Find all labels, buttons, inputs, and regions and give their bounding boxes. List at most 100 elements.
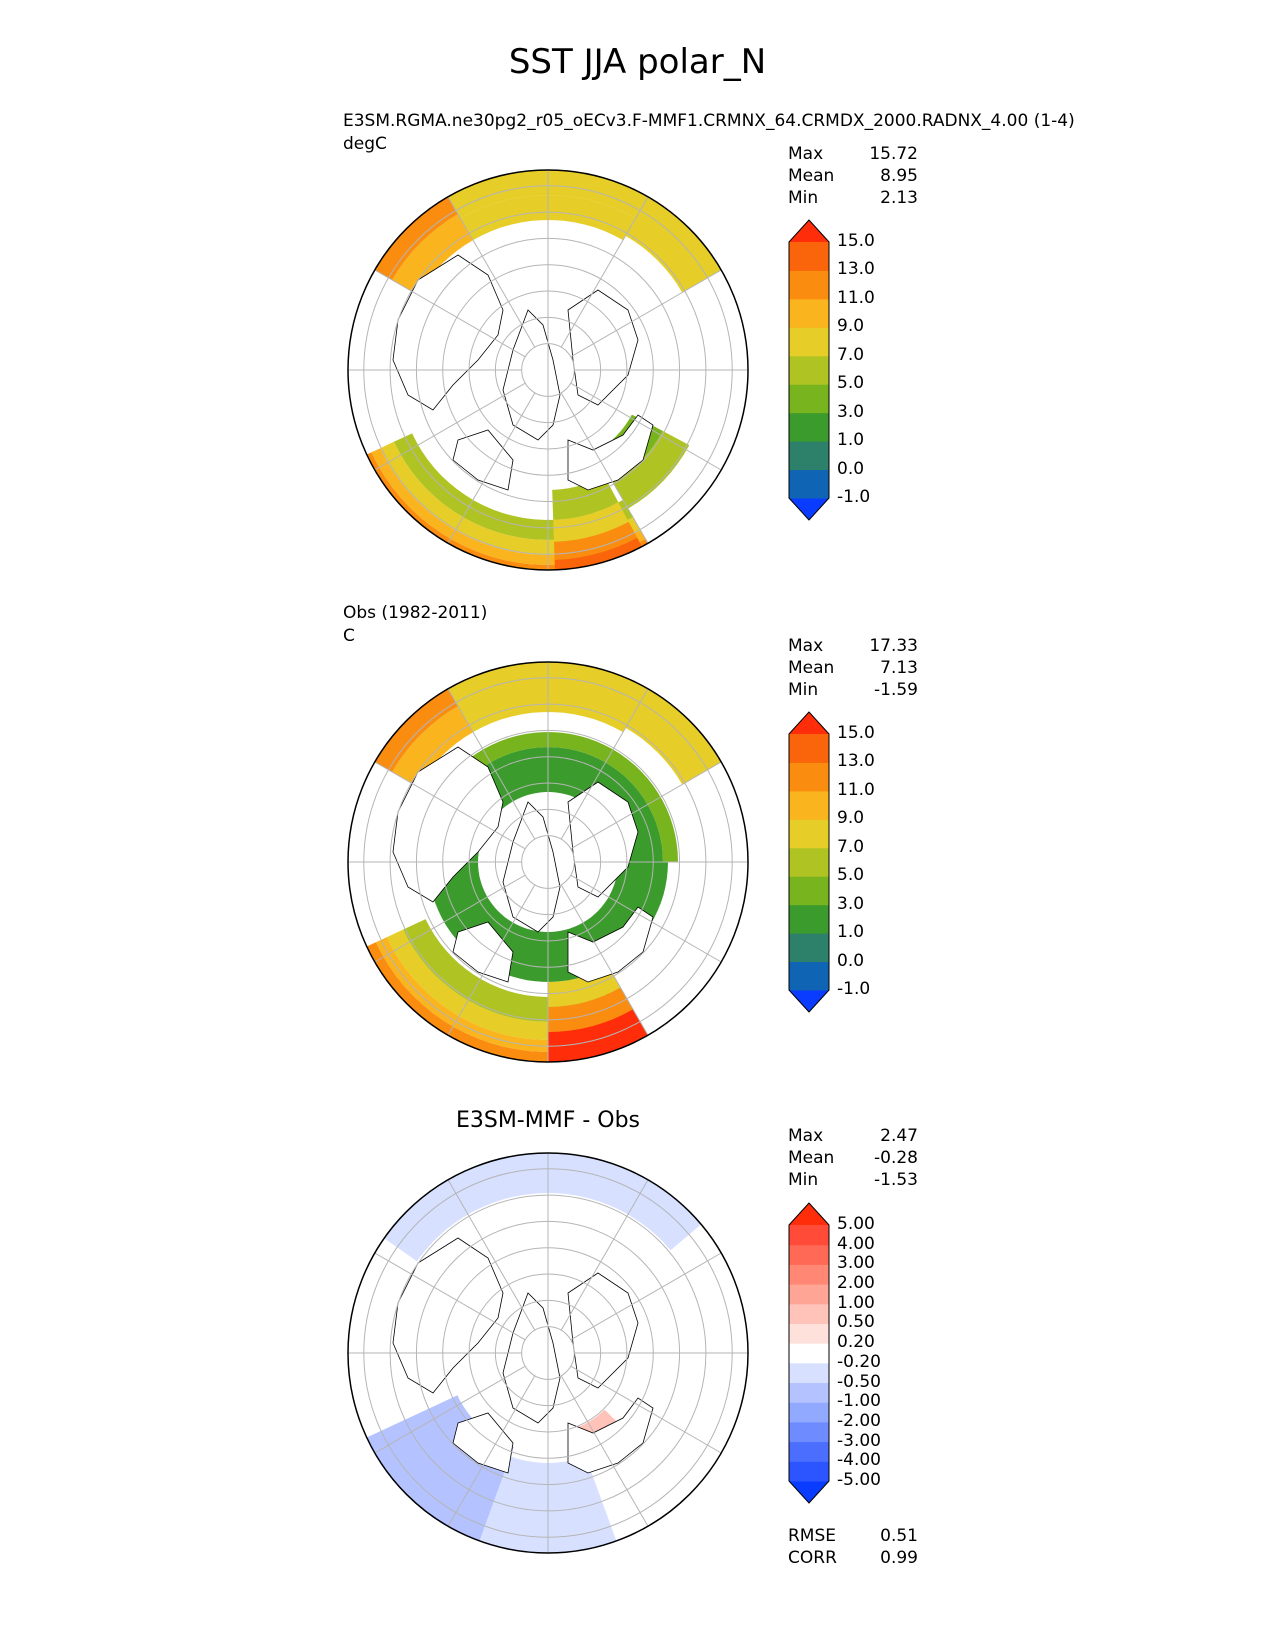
- sst-field-band: [548, 987, 633, 1032]
- meridian-gridline: [560, 392, 649, 544]
- colorbar-tick-label: 15.0: [837, 723, 875, 743]
- stat-label: Mean: [788, 166, 835, 186]
- colorbar-tick-label: 0.0: [837, 950, 865, 971]
- colorbar-tick-label: 13.0: [837, 751, 875, 772]
- sst-field-band: [554, 521, 638, 560]
- map-boundary: [347, 169, 749, 571]
- colorbar-extend-bottom: [789, 1481, 829, 1503]
- colorbar-tick-label: 1.0: [837, 922, 865, 943]
- stat-min: Min 2.13: [788, 187, 918, 209]
- stat-label: Max: [788, 1126, 824, 1146]
- colorbar-tick-label: 2.00: [837, 1273, 875, 1294]
- meridian-gridline: [570, 1365, 722, 1454]
- colorbar-swatch: [789, 876, 829, 906]
- stat-value: 17.33: [869, 636, 918, 656]
- meridian-gridline: [374, 761, 526, 850]
- sst-field-band: [384, 1153, 702, 1262]
- colorbar-swatch: [789, 355, 829, 385]
- colorbar-tick-label: 1.00: [837, 1292, 875, 1313]
- meridian-gridline: [570, 874, 722, 963]
- sst-field-band: [554, 537, 642, 570]
- sst-field-band: [374, 196, 458, 280]
- test-units: degC: [343, 134, 387, 154]
- colorbar-tick-label: -1.0: [837, 979, 871, 999]
- stat-value: -1.59: [874, 680, 918, 700]
- meridian-gridline: [447, 392, 536, 544]
- colorbar-tick-label: -1.0: [837, 487, 871, 507]
- stat-max: Max 15.72: [788, 143, 918, 165]
- diff-stats: Max 2.47 Mean -0.28 Min -1.53: [788, 1125, 918, 1191]
- colorbar-tick-label: 3.0: [837, 893, 865, 914]
- stat-label: Min: [788, 1170, 819, 1190]
- colorbar-swatch: [789, 1441, 829, 1462]
- meridian-gridline: [447, 884, 536, 1036]
- meridian-gridline: [560, 688, 649, 840]
- stat-value: 2.13: [880, 188, 918, 208]
- land-outline: [452, 429, 514, 491]
- sst-field-band: [548, 1009, 648, 1062]
- colorbar-swatch: [789, 1284, 829, 1305]
- colorbar-swatch: [789, 904, 829, 934]
- stat-value: 7.13: [880, 658, 918, 678]
- colorbar-swatch: [789, 961, 829, 991]
- colorbar-extend-top: [789, 712, 829, 734]
- colorbar-tick-label: 11.0: [837, 287, 875, 308]
- sst-field-band: [380, 441, 641, 555]
- colorbar-tick-label: 4.00: [837, 1233, 875, 1254]
- meridian-gridline: [374, 269, 526, 358]
- sst-field-band: [374, 688, 458, 772]
- sst-field-band: [613, 431, 690, 509]
- meridian-gridline: [560, 1179, 649, 1331]
- sst-field-band: [392, 214, 473, 295]
- meridian-gridline: [374, 874, 526, 963]
- sst-field-band: [375, 937, 643, 1052]
- colorbar-tick-label: 13.0: [837, 259, 875, 280]
- map-field: [348, 170, 748, 570]
- metric-label: RMSE: [788, 1526, 837, 1546]
- meridian-gridline: [447, 688, 536, 840]
- ref-colorbar: [788, 711, 830, 1013]
- colorbar-extend-top: [789, 1203, 829, 1225]
- ref-name-line: Obs (1982-2011): [343, 603, 488, 623]
- colorbar-tick-label: 5.0: [837, 865, 865, 886]
- colorbar-tick-label: 0.20: [837, 1332, 875, 1353]
- stat-label: Min: [788, 188, 819, 208]
- colorbar-tick-label: 3.0: [837, 401, 865, 422]
- ref-units: C: [343, 626, 355, 646]
- colorbar-tick-label: -0.50: [837, 1371, 881, 1392]
- colorbar-swatch: [789, 1402, 829, 1423]
- stat-min: Min -1.59: [788, 679, 918, 701]
- test-colorbar: [788, 219, 830, 521]
- map-field: [348, 662, 748, 1062]
- colorbar-outline: [788, 1202, 830, 1504]
- map-boundary: [347, 661, 749, 1063]
- colorbar-tick-label: 9.0: [837, 316, 865, 337]
- colorbar-swatch: [789, 1343, 829, 1364]
- colorbar-swatch: [789, 933, 829, 963]
- colorbar-swatch: [789, 790, 829, 820]
- colorbar-extend-bottom: [789, 990, 829, 1012]
- meridian-gridline: [374, 1365, 526, 1454]
- colorbar-swatch: [789, 441, 829, 471]
- meridian-gridline: [570, 269, 722, 358]
- meridian-gridline: [560, 884, 649, 1036]
- colorbar-tick-label: 7.0: [837, 836, 865, 857]
- colorbar-swatch: [789, 1421, 829, 1443]
- stat-value: 15.72: [869, 144, 918, 164]
- diff-polar-map: [347, 1152, 749, 1554]
- meridian-gridline: [560, 1375, 649, 1527]
- map-boundary: [347, 1152, 749, 1554]
- stat-max: Max 2.47: [788, 1125, 918, 1147]
- sst-field-band: [552, 476, 619, 520]
- land-outline: [392, 1237, 504, 1394]
- colorbar-tick-label: 15.0: [837, 231, 875, 251]
- colorbar-swatch: [789, 1461, 829, 1482]
- ref-stats: Max 17.33 Mean 7.13 Min -1.59: [788, 635, 918, 701]
- diff-metrics: RMSE 0.51 CORR 0.99: [788, 1525, 918, 1569]
- metric-corr: CORR 0.99: [788, 1547, 918, 1569]
- colorbar-swatch: [789, 270, 829, 300]
- stat-label: Max: [788, 636, 824, 656]
- colorbar-swatch: [789, 1323, 829, 1344]
- colorbar-outline: [788, 711, 830, 1013]
- sst-field-band: [386, 929, 637, 1040]
